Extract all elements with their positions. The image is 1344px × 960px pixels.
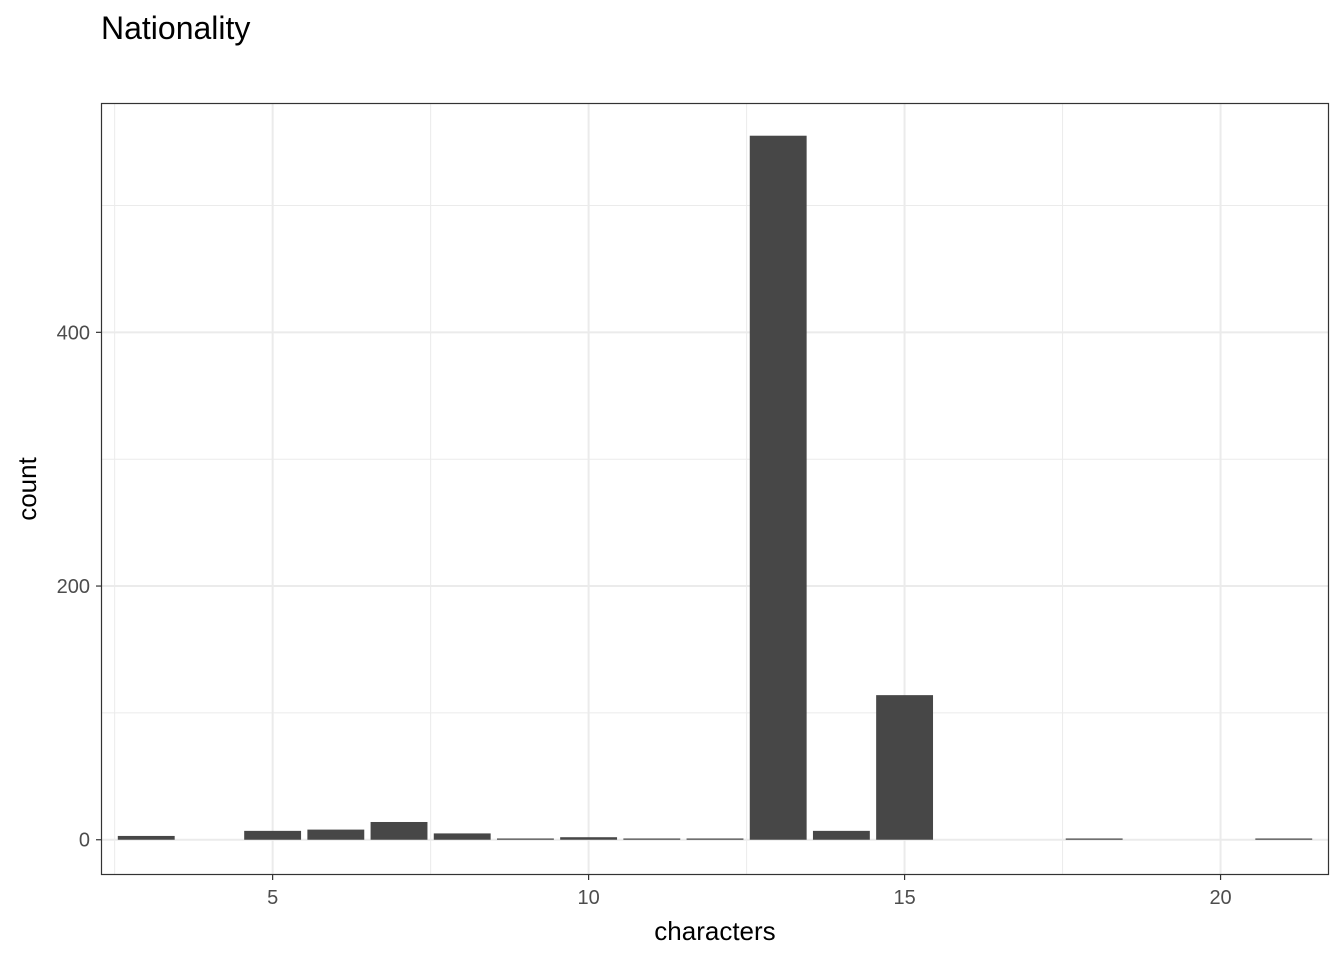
bar <box>1255 838 1313 840</box>
x-tick-label: 5 <box>267 887 278 909</box>
bar <box>244 830 302 840</box>
x-tick-label: 10 <box>577 887 599 909</box>
minor-gridlines <box>102 104 1328 874</box>
x-axis: 5 10 15 20 <box>267 874 1232 909</box>
bar <box>623 838 681 840</box>
y-tick-label: 0 <box>79 830 90 852</box>
y-axis-title: count <box>12 456 42 520</box>
bars <box>117 135 1313 840</box>
x-tick-label: 15 <box>893 887 915 909</box>
y-axis: 0 200 400 <box>57 322 102 852</box>
bar <box>496 838 554 840</box>
bar <box>370 821 428 840</box>
bar <box>812 830 870 840</box>
panel-border <box>100 102 1330 876</box>
y-tick-label: 200 <box>57 576 90 598</box>
y-tick-label: 400 <box>57 322 90 344</box>
bar <box>307 829 365 840</box>
major-gridlines <box>102 104 1328 874</box>
bar <box>433 833 491 840</box>
bar <box>686 838 744 840</box>
plot-panel <box>100 102 1330 876</box>
chart-title: Nationality <box>101 10 250 46</box>
bar <box>749 135 807 840</box>
bar <box>117 835 175 840</box>
x-tick-label: 20 <box>1209 887 1231 909</box>
x-axis-title: characters <box>654 916 775 946</box>
bar <box>1065 838 1123 840</box>
bar <box>560 837 618 840</box>
bar <box>876 695 934 840</box>
